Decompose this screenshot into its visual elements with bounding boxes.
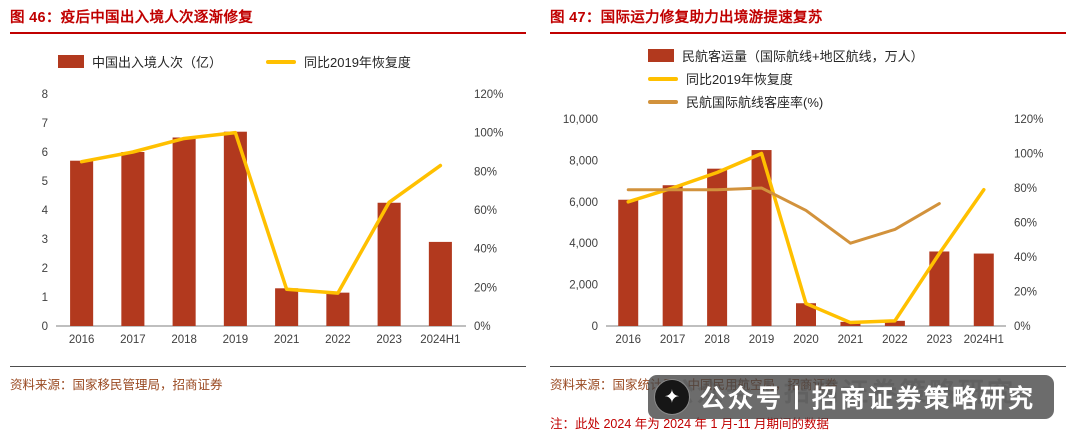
x-axis-label: 2019 <box>749 334 775 346</box>
right-axis-tick-label: 0% <box>474 321 491 333</box>
figure-47-note: 注：此处 2024 年为 2024 年 1 月-11 月期间的数据 <box>550 417 830 431</box>
x-axis-label: 2023 <box>376 334 402 346</box>
bar-2018 <box>172 137 196 326</box>
legend-label: 同比2019年恢复度 <box>304 55 411 70</box>
left-axis-tick-label: 0 <box>42 321 48 333</box>
figure-46-source: 资料来源：国家移民管理局，招商证券 <box>10 378 223 392</box>
x-axis-label: 2020 <box>793 334 819 346</box>
line-series <box>626 151 986 325</box>
x-axis-label: 2018 <box>171 334 197 346</box>
bar-2022 <box>884 320 905 326</box>
line-series <box>79 130 443 295</box>
right-axis-tick-label: 120% <box>1014 114 1043 126</box>
left-axis-tick-label: 4,000 <box>569 238 598 250</box>
right-axis-tick-label: 100% <box>474 128 503 140</box>
x-axis-label: 2016 <box>69 334 95 346</box>
x-axis-label: 2016 <box>615 334 641 346</box>
left-axis-tick-label: 7 <box>42 118 48 130</box>
legend-label: 中国出入境人次（亿） <box>92 55 223 70</box>
figure-46-legend: 中国出入境人次（亿） 同比2019年恢复度 <box>10 34 526 80</box>
bar-swatch-icon <box>648 49 674 62</box>
figure-47-title-rule <box>550 32 1066 34</box>
bar-2017 <box>121 152 145 326</box>
right-axis-tick-label: 60% <box>1014 218 1037 230</box>
bar-2017 <box>662 185 683 326</box>
left-axis-tick-label: 0 <box>592 321 598 333</box>
x-axis-label: 2017 <box>120 334 146 346</box>
figure-46-bottom-rule <box>10 366 526 367</box>
x-axis-label: 2024H1 <box>420 334 460 346</box>
legend-item-load-factor: 民航国际航线客座率(%) <box>648 92 1066 111</box>
left-axis-tick-label: 1 <box>42 292 48 304</box>
left-axis-tick-label: 10,000 <box>563 114 598 126</box>
figure-46-title-rule <box>10 32 526 34</box>
watermark-text: 公众号丨招商证券策略研究 <box>699 385 1036 413</box>
bar-swatch-icon <box>58 55 84 68</box>
left-axis-tick-label: 4 <box>42 205 49 217</box>
bar-2021 <box>275 288 299 326</box>
line-series <box>626 186 941 245</box>
x-axis-label: 2017 <box>660 334 686 346</box>
x-axis-label: 2019 <box>223 334 249 346</box>
x-axis-label: 2023 <box>927 334 953 346</box>
left-axis-tick-label: 2,000 <box>569 280 598 292</box>
line-swatch-icon <box>648 76 678 81</box>
figure-47-chart: 0 2,000 4,000 6,000 8,000 10,000 0% 20% 40% 60% 80… <box>563 114 1044 346</box>
line-swatch-icon <box>266 59 297 64</box>
legend-label: 民航客运量（国际航线+地区航线，万人） <box>682 49 924 64</box>
bar-2018 <box>707 168 728 326</box>
x-axis-label: 2024H1 <box>964 334 1004 346</box>
right-axis-tick-label: 120% <box>474 89 503 101</box>
figure-46-title: 图 46：疫后中国出入境人次逐渐修复 <box>10 10 254 26</box>
bar-2019 <box>751 150 772 326</box>
watermark-badge: ✦ 公众号丨招商证券策略研究 <box>647 375 1054 419</box>
x-axis-label: 2022 <box>325 334 351 346</box>
figure-46-panel: 图 46：疫后中国出入境人次逐渐修复 中国出入境人次（亿） 同比2019年恢复度… <box>10 10 526 392</box>
left-axis-tick-label: 5 <box>42 176 48 188</box>
bar-2024H1 <box>428 241 452 326</box>
right-axis-tick-label: 60% <box>474 205 497 217</box>
left-axis-tick-label: 6 <box>42 147 48 159</box>
figure-47-title: 图 47：国际运力修复助力出境游提速复苏 <box>550 10 823 26</box>
legend-item-border-crossings: 中国出入境人次（亿） <box>58 52 222 71</box>
right-axis-tick-label: 40% <box>474 244 497 256</box>
left-axis-tick-label: 8,000 <box>569 155 598 167</box>
x-axis-label: 2018 <box>704 334 730 346</box>
bar-2016 <box>618 199 639 326</box>
right-axis-tick-label: 100% <box>1014 149 1043 161</box>
figure-47-bottom-rule <box>550 366 1066 367</box>
legend-label: 民航国际航线客座率(%) <box>686 95 824 110</box>
bar-2020 <box>796 303 816 326</box>
bar-2024H1 <box>973 253 994 326</box>
figure-47-panel: 图 47：国际运力修复助力出境游提速复苏 民航客运量（国际航线+地区航线，万人）… <box>540 0 1080 439</box>
legend-label: 同比2019年恢复度 <box>686 72 793 87</box>
bar-2022 <box>326 292 350 326</box>
right-axis-tick-label: 20% <box>1014 287 1037 299</box>
x-axis-label: 2021 <box>838 334 864 346</box>
x-axis-label: 2022 <box>882 334 908 346</box>
line-swatch-icon <box>648 99 678 104</box>
legend-item-recovery-rate: 同比2019年恢复度 <box>648 69 1066 88</box>
right-axis-tick-label: 20% <box>474 282 497 294</box>
right-axis-tick-label: 40% <box>1014 252 1037 264</box>
bar-2023 <box>929 251 950 326</box>
bar-2016 <box>70 160 94 326</box>
bar-2023 <box>377 202 401 326</box>
right-axis-tick-label: 80% <box>474 166 497 178</box>
right-axis-tick-label: 0% <box>1014 321 1031 333</box>
left-axis-tick-label: 6,000 <box>569 197 598 209</box>
bar-2019 <box>223 131 247 326</box>
legend-item-recovery-rate: 同比2019年恢复度 <box>266 52 411 71</box>
legend-item-passenger-volume: 民航客运量（国际航线+地区航线，万人） <box>648 46 1066 65</box>
x-axis-label: 2021 <box>274 334 300 346</box>
cms-logo-icon: ✦ <box>653 379 690 415</box>
left-axis-tick-label: 2 <box>42 263 48 275</box>
figure-47-legend: 民航客运量（国际航线+地区航线，万人） 同比2019年恢复度 民航国际航线客座率… <box>550 34 1066 111</box>
right-axis-tick-label: 80% <box>1014 183 1037 195</box>
left-axis-tick-label: 8 <box>42 89 48 101</box>
left-axis-tick-label: 3 <box>42 234 48 246</box>
